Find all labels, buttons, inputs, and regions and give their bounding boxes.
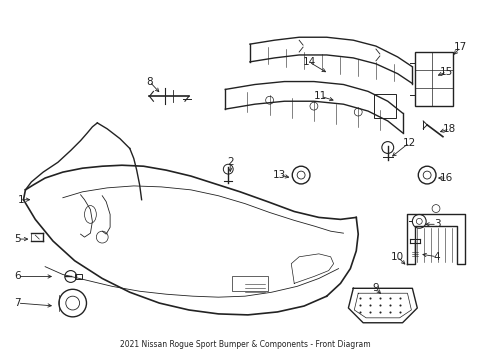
Text: 11: 11 bbox=[314, 91, 327, 101]
Bar bbox=[232, 275, 268, 291]
Text: 13: 13 bbox=[273, 170, 286, 180]
Text: 7: 7 bbox=[14, 298, 21, 308]
Bar bbox=[416, 52, 453, 106]
Text: 16: 16 bbox=[440, 173, 453, 183]
Text: 18: 18 bbox=[443, 124, 456, 134]
Text: 10: 10 bbox=[391, 252, 404, 262]
Text: 2: 2 bbox=[227, 157, 234, 167]
Bar bbox=[374, 94, 395, 118]
Text: 15: 15 bbox=[440, 67, 453, 77]
Text: 1: 1 bbox=[18, 195, 25, 205]
Text: 4: 4 bbox=[434, 252, 441, 262]
Text: 5: 5 bbox=[14, 234, 21, 244]
Text: 9: 9 bbox=[372, 283, 379, 293]
Text: 17: 17 bbox=[454, 42, 467, 52]
Text: 8: 8 bbox=[146, 77, 153, 86]
Bar bbox=[74, 274, 81, 279]
Text: 6: 6 bbox=[14, 271, 21, 282]
Text: 14: 14 bbox=[302, 57, 316, 67]
Text: 3: 3 bbox=[434, 219, 441, 229]
Text: 2021 Nissan Rogue Sport Bumper & Components - Front Diagram: 2021 Nissan Rogue Sport Bumper & Compone… bbox=[120, 340, 370, 349]
Text: 12: 12 bbox=[403, 138, 416, 148]
